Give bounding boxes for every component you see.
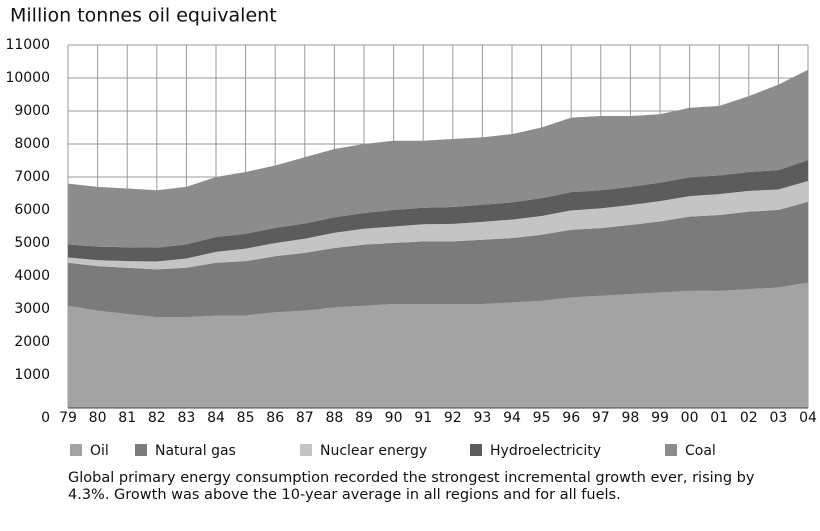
x-tick-label: 85 <box>237 410 255 426</box>
y-tick-label: 0 <box>41 410 50 426</box>
y-tick-label: 9000 <box>14 103 50 119</box>
y-tick-label: 8000 <box>14 136 50 152</box>
x-tick-label: 98 <box>621 410 639 426</box>
legend-swatch <box>470 444 482 456</box>
x-tick-label: 89 <box>355 410 373 426</box>
x-tick-label: 79 <box>59 410 77 426</box>
y-tick-label: 4000 <box>14 268 50 284</box>
y-tick-label: 11000 <box>5 37 50 53</box>
x-tick-label: 96 <box>562 410 580 426</box>
legend-label: Oil <box>90 443 109 459</box>
x-tick-label: 99 <box>651 410 669 426</box>
y-tick-label: 1000 <box>14 367 50 383</box>
area <box>68 160 808 262</box>
y-tick-label: 3000 <box>14 301 50 317</box>
y-tick-label: 10000 <box>5 70 50 86</box>
y-tick-label: 5000 <box>14 235 50 251</box>
chart: Million tonnes oil equivalent 0100020003… <box>5 5 817 460</box>
x-tick-label: 90 <box>385 410 403 426</box>
legend-label: Natural gas <box>155 443 236 459</box>
caption: Global primary energy consumption record… <box>68 470 755 503</box>
y-tick-label: 6000 <box>14 202 50 218</box>
x-tick-label: 02 <box>740 410 758 426</box>
x-tick-label: 87 <box>296 410 314 426</box>
x-tick-label: 93 <box>473 410 491 426</box>
x-tick-label: 03 <box>769 410 787 426</box>
x-tick-label: 01 <box>710 410 728 426</box>
chart-title: Million tonnes oil equivalent <box>10 5 277 27</box>
y-tick-label: 7000 <box>14 169 50 185</box>
area <box>68 180 808 270</box>
area <box>68 282 808 408</box>
legend-swatch <box>70 444 82 456</box>
x-tick-label: 04 <box>799 410 817 426</box>
legend-swatch <box>135 444 147 456</box>
y-tick-label: 2000 <box>14 334 50 350</box>
x-tick-label: 83 <box>177 410 195 426</box>
x-tick-label: 80 <box>89 410 107 426</box>
legend-label: Coal <box>685 443 716 459</box>
x-tick-label: 81 <box>118 410 136 426</box>
area <box>68 69 808 248</box>
x-tick-label: 94 <box>503 410 521 426</box>
x-tick-label: 88 <box>325 410 343 426</box>
legend-swatch <box>300 444 312 456</box>
x-tick-label: 91 <box>414 410 432 426</box>
x-tick-label: 86 <box>266 410 284 426</box>
x-tick-label: 00 <box>681 410 699 426</box>
legend-label: Hydroelectricity <box>490 443 601 459</box>
x-tick-label: 95 <box>533 410 551 426</box>
x-tick-label: 84 <box>207 410 225 426</box>
x-tick-label: 97 <box>592 410 610 426</box>
x-tick-label: 82 <box>148 410 166 426</box>
legend-swatch <box>665 444 677 456</box>
legend-label: Nuclear energy <box>320 443 427 459</box>
x-tick-label: 92 <box>444 410 462 426</box>
area <box>68 201 808 318</box>
